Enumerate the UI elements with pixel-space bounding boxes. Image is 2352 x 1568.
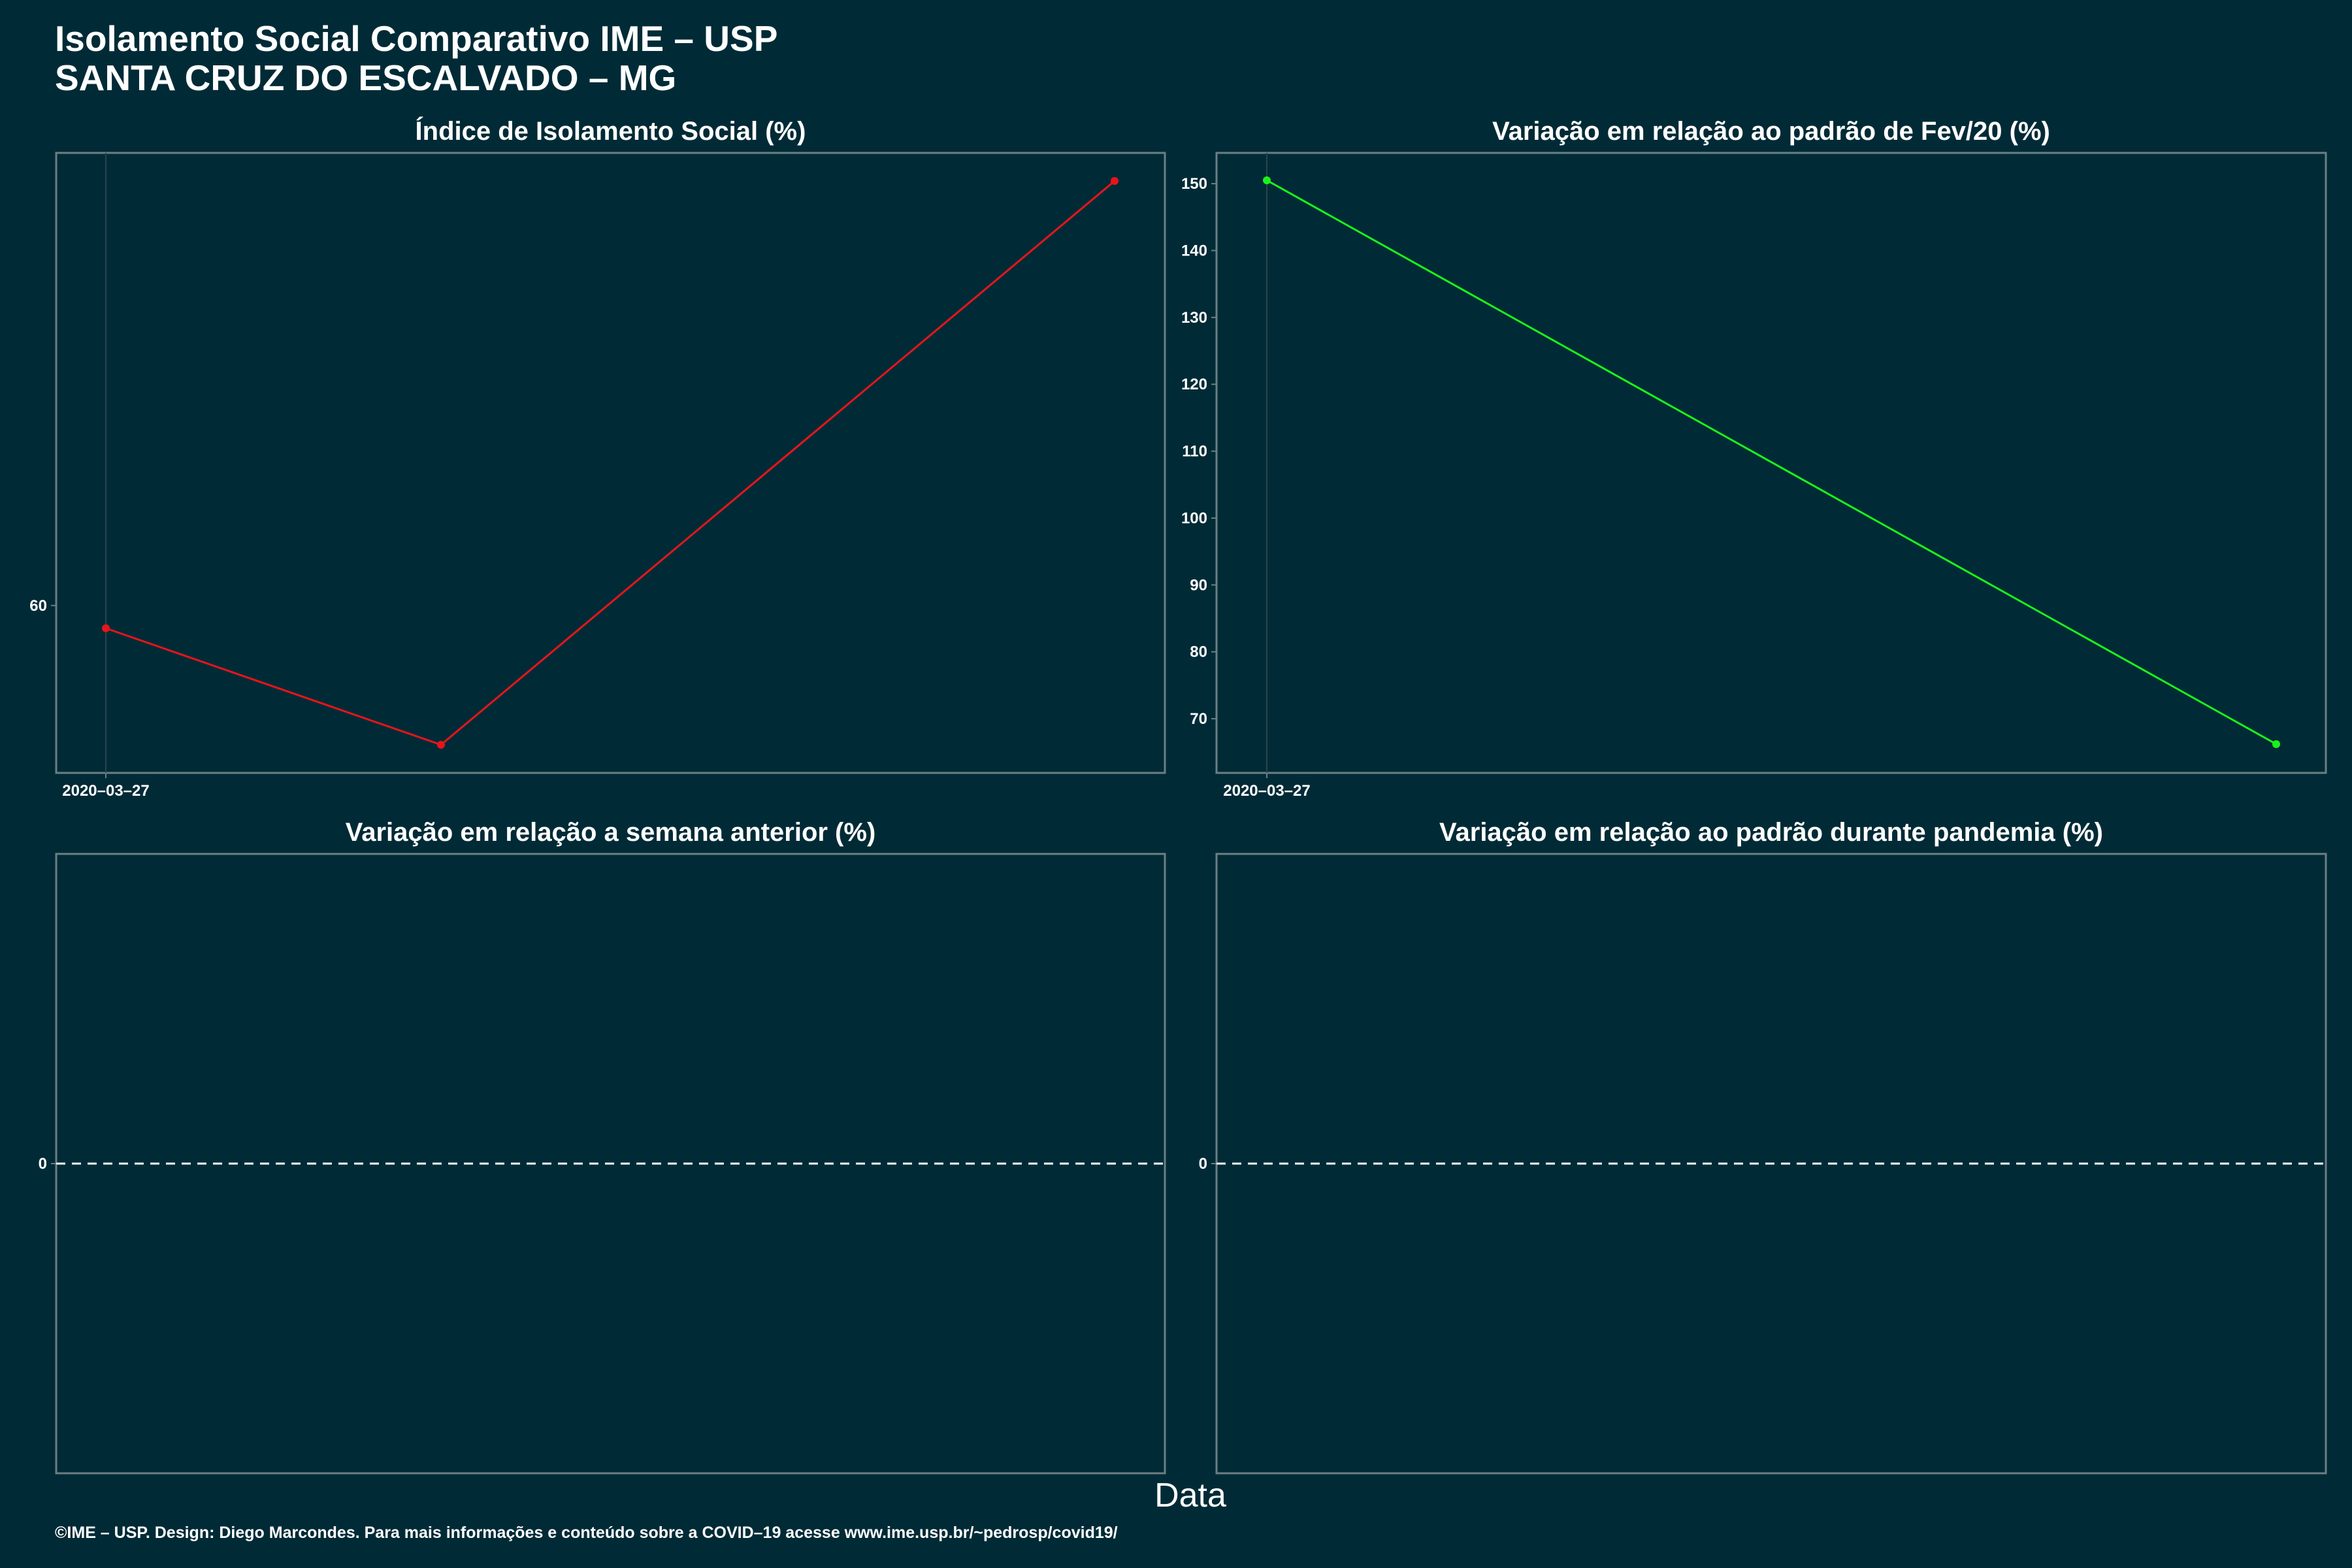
data-point: [1263, 176, 1271, 184]
y-tick-label: 70: [1190, 710, 1207, 728]
chart-title-line1: Isolamento Social Comparativo IME – USP: [55, 18, 777, 59]
data-point: [2272, 740, 2280, 748]
data-point: [1111, 177, 1119, 186]
panel-title: Variação em relação ao padrão durante pa…: [1439, 818, 2103, 847]
y-tick-label: 140: [1181, 242, 1207, 259]
y-tick-label: 130: [1181, 309, 1207, 327]
panel-title: Índice de Isolamento Social (%): [416, 116, 806, 146]
y-tick-label: 120: [1181, 376, 1207, 393]
series-line: [1266, 179, 2277, 745]
panel-3: Variação em relação a semana anterior (%…: [39, 818, 1166, 1475]
panel-4: Variação em relação ao padrão durante pa…: [1199, 818, 2327, 1475]
panel-2: Variação em relação ao padrão de Fev/20 …: [1181, 117, 2327, 800]
x-tick-label: 2020–03–27: [62, 782, 149, 800]
panel-1: Índice de Isolamento Social (%) 60 2020–03…: [29, 116, 1166, 800]
y-tick-label: 90: [1190, 576, 1207, 594]
y-tick-label: 60: [29, 597, 47, 615]
y-tick-label: 110: [1182, 443, 1207, 461]
panel-border: [1215, 152, 2327, 774]
y-tick-label: 100: [1181, 510, 1207, 527]
y-tick-label: 0: [1199, 1155, 1207, 1173]
y-tick-label: 80: [1190, 644, 1207, 661]
panels-group: Índice de Isolamento Social (%) 60 2020–03…: [29, 116, 2327, 1475]
data-point: [102, 624, 110, 632]
panel-title: Variação em relação a semana anterior (%…: [346, 818, 876, 847]
x-tick-label: 2020–03–27: [1223, 782, 1310, 800]
x-axis-title: Data: [1154, 1477, 1226, 1514]
panel-title: Variação em relação ao padrão de Fev/20 …: [1492, 117, 2050, 146]
chart-title-line2: SANTA CRUZ DO ESCALVADO – MG: [55, 57, 676, 98]
footer-caption: ©IME – USP. Design: Diego Marcondes. Par…: [55, 1524, 1118, 1542]
y-tick-label: 150: [1181, 175, 1207, 193]
y-tick-label: 0: [39, 1155, 47, 1173]
data-point: [437, 740, 445, 749]
panel-border: [55, 152, 1166, 774]
